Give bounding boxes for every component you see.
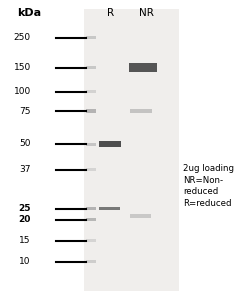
Text: 75: 75 — [20, 106, 31, 116]
Bar — [84, 9, 178, 291]
Text: 2ug loading
NR=Non-
reduced
R=reduced: 2ug loading NR=Non- reduced R=reduced — [183, 164, 234, 208]
Bar — [86, 260, 96, 263]
Text: 15: 15 — [20, 236, 31, 245]
Bar — [86, 218, 96, 221]
Bar — [86, 142, 96, 146]
Text: kDa: kDa — [17, 8, 41, 17]
Bar — [86, 66, 96, 69]
Text: 100: 100 — [14, 87, 31, 96]
Bar — [86, 168, 96, 171]
Text: 10: 10 — [20, 257, 31, 266]
Bar — [129, 63, 157, 72]
Bar — [86, 109, 96, 113]
Bar — [130, 109, 152, 113]
Text: 150: 150 — [14, 63, 31, 72]
Text: 37: 37 — [20, 165, 31, 174]
Text: NR: NR — [139, 8, 154, 17]
Text: R: R — [107, 8, 114, 17]
Bar — [86, 207, 96, 210]
Bar — [130, 214, 151, 218]
Text: 250: 250 — [14, 33, 31, 42]
Text: 25: 25 — [18, 204, 31, 213]
Bar — [86, 90, 96, 93]
Bar — [86, 239, 96, 242]
Bar — [99, 206, 120, 211]
Bar — [99, 141, 121, 147]
Text: 20: 20 — [19, 215, 31, 224]
Text: 50: 50 — [20, 140, 31, 148]
Bar — [86, 36, 96, 39]
